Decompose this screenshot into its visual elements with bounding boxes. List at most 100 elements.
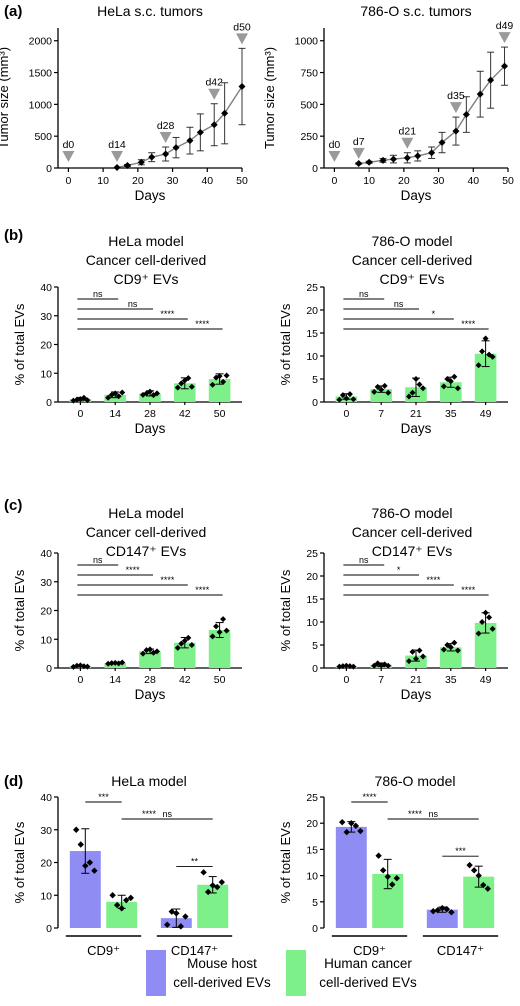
- data-point: [440, 646, 447, 653]
- data-point: [475, 630, 482, 637]
- y-tick-label: 1500: [29, 68, 53, 80]
- data-point: [486, 614, 493, 621]
- significance-label: ****: [461, 585, 476, 595]
- x-tick-label: 0: [65, 175, 71, 187]
- data-point: [82, 862, 89, 869]
- chart-title: HeLa model: [111, 773, 187, 789]
- y-tick-label: 0: [46, 163, 52, 175]
- y-axis-label: Tumor size (mm³): [0, 47, 11, 149]
- y-tick-label: 0: [46, 663, 52, 675]
- data-point: [221, 109, 229, 117]
- y-tick-label: 30: [40, 825, 52, 837]
- chart-b-786o: 786-O model Cancer cell-derived CD9⁺ EVs 0 5…: [278, 233, 508, 436]
- significance-label: *: [397, 565, 401, 575]
- chart-a-hela: HeLa s.c. tumors 0 500 1000 1500 2000 0 10 20 30 4…: [0, 3, 251, 203]
- y-axis-label: % of total EVs: [278, 821, 293, 903]
- x-tick-label: 40: [467, 175, 479, 187]
- data-point: [209, 633, 216, 640]
- data-point: [350, 663, 357, 670]
- data-point: [357, 827, 364, 835]
- data-point: [137, 158, 145, 166]
- data-point: [123, 161, 131, 169]
- chart-d-hela: HeLa model 0 10 20 30 40 % of total EVs CD9⁺ CD1…: [12, 773, 233, 958]
- x-tick-label: 0: [77, 674, 83, 686]
- data-point: [91, 867, 98, 874]
- y-tick-label: 0: [312, 163, 318, 175]
- group-label: CD9⁺: [87, 943, 120, 958]
- data-point: [164, 921, 171, 928]
- significance-label: ****: [126, 565, 141, 575]
- data-point: [462, 111, 470, 119]
- x-tick-label: 21: [410, 408, 422, 420]
- data-point: [476, 90, 484, 98]
- data-point: [154, 648, 160, 655]
- day-marker-label: d28: [157, 120, 175, 132]
- data-point: [393, 875, 400, 882]
- data-point: [447, 644, 454, 651]
- data-point: [479, 348, 486, 355]
- data-point: [350, 396, 357, 403]
- significance-label: ****: [160, 309, 175, 319]
- x-tick-label: 7: [378, 674, 384, 686]
- y-axis-label: % of total EVs: [278, 303, 293, 385]
- data-point: [140, 650, 146, 657]
- y-tick-label: 0: [46, 397, 52, 409]
- data-point: [454, 385, 461, 392]
- data-point: [339, 392, 346, 399]
- data-point: [223, 372, 230, 379]
- data-point: [452, 127, 460, 135]
- data-point: [451, 639, 458, 646]
- y-tick-label: 5: [312, 897, 318, 909]
- data-point: [381, 382, 388, 389]
- x-tick-label: 10: [363, 175, 375, 187]
- data-point: [182, 913, 189, 920]
- day-marker-arrow: [62, 151, 75, 162]
- y-tick-label: 40: [40, 282, 52, 294]
- y-tick-label: 10: [40, 368, 52, 380]
- data-point: [336, 663, 343, 670]
- bar: [426, 909, 458, 928]
- day-marker-arrow: [236, 33, 248, 45]
- y-tick-label: 40: [40, 548, 52, 560]
- data-point: [443, 905, 451, 913]
- data-point: [416, 647, 423, 654]
- data-point: [178, 380, 185, 387]
- x-axis-label: Days: [401, 188, 432, 203]
- data-point: [80, 394, 87, 401]
- data-point: [489, 353, 496, 360]
- data-point: [409, 389, 416, 396]
- significance-label: ns: [359, 555, 369, 565]
- data-point: [389, 155, 397, 163]
- legend-mouse-line2: cell-derived EVs: [173, 975, 271, 990]
- data-point: [430, 908, 437, 915]
- y-tick-label: 20: [40, 606, 52, 618]
- significance-label: ****: [160, 575, 175, 585]
- data-point: [355, 160, 363, 168]
- data-point: [186, 137, 194, 145]
- chart-title-line: Cancer cell-derived: [86, 252, 207, 268]
- x-tick-label: 49: [480, 674, 492, 686]
- data-point: [371, 388, 378, 395]
- y-tick-label: 0: [46, 923, 52, 935]
- y-tick-label: 25: [306, 792, 318, 804]
- data-point: [174, 644, 181, 651]
- significance-label: ****: [362, 792, 377, 802]
- data-point: [439, 904, 446, 912]
- significance-label: ns: [359, 289, 369, 299]
- x-tick-label: 42: [179, 408, 191, 420]
- significance-label: *: [432, 309, 436, 319]
- panel-label-b: (b): [4, 227, 23, 244]
- data-point: [403, 154, 411, 162]
- x-tick-label: 20: [132, 175, 144, 187]
- y-tick-label: 25: [306, 548, 318, 560]
- chart-b-hela: HeLa model Cancer cell-derived CD9⁺ EVs 0 10…: [12, 233, 242, 436]
- chart-title: HeLa s.c. tumors: [97, 3, 203, 19]
- y-tick-label: 500: [300, 99, 318, 111]
- data-point: [210, 121, 218, 129]
- data-point: [352, 822, 360, 830]
- y-tick-label: 15: [306, 844, 318, 856]
- data-point: [214, 883, 221, 891]
- data-point: [109, 892, 116, 899]
- x-tick-label: 50: [502, 175, 514, 187]
- y-axis-label: % of total EVs: [278, 569, 293, 651]
